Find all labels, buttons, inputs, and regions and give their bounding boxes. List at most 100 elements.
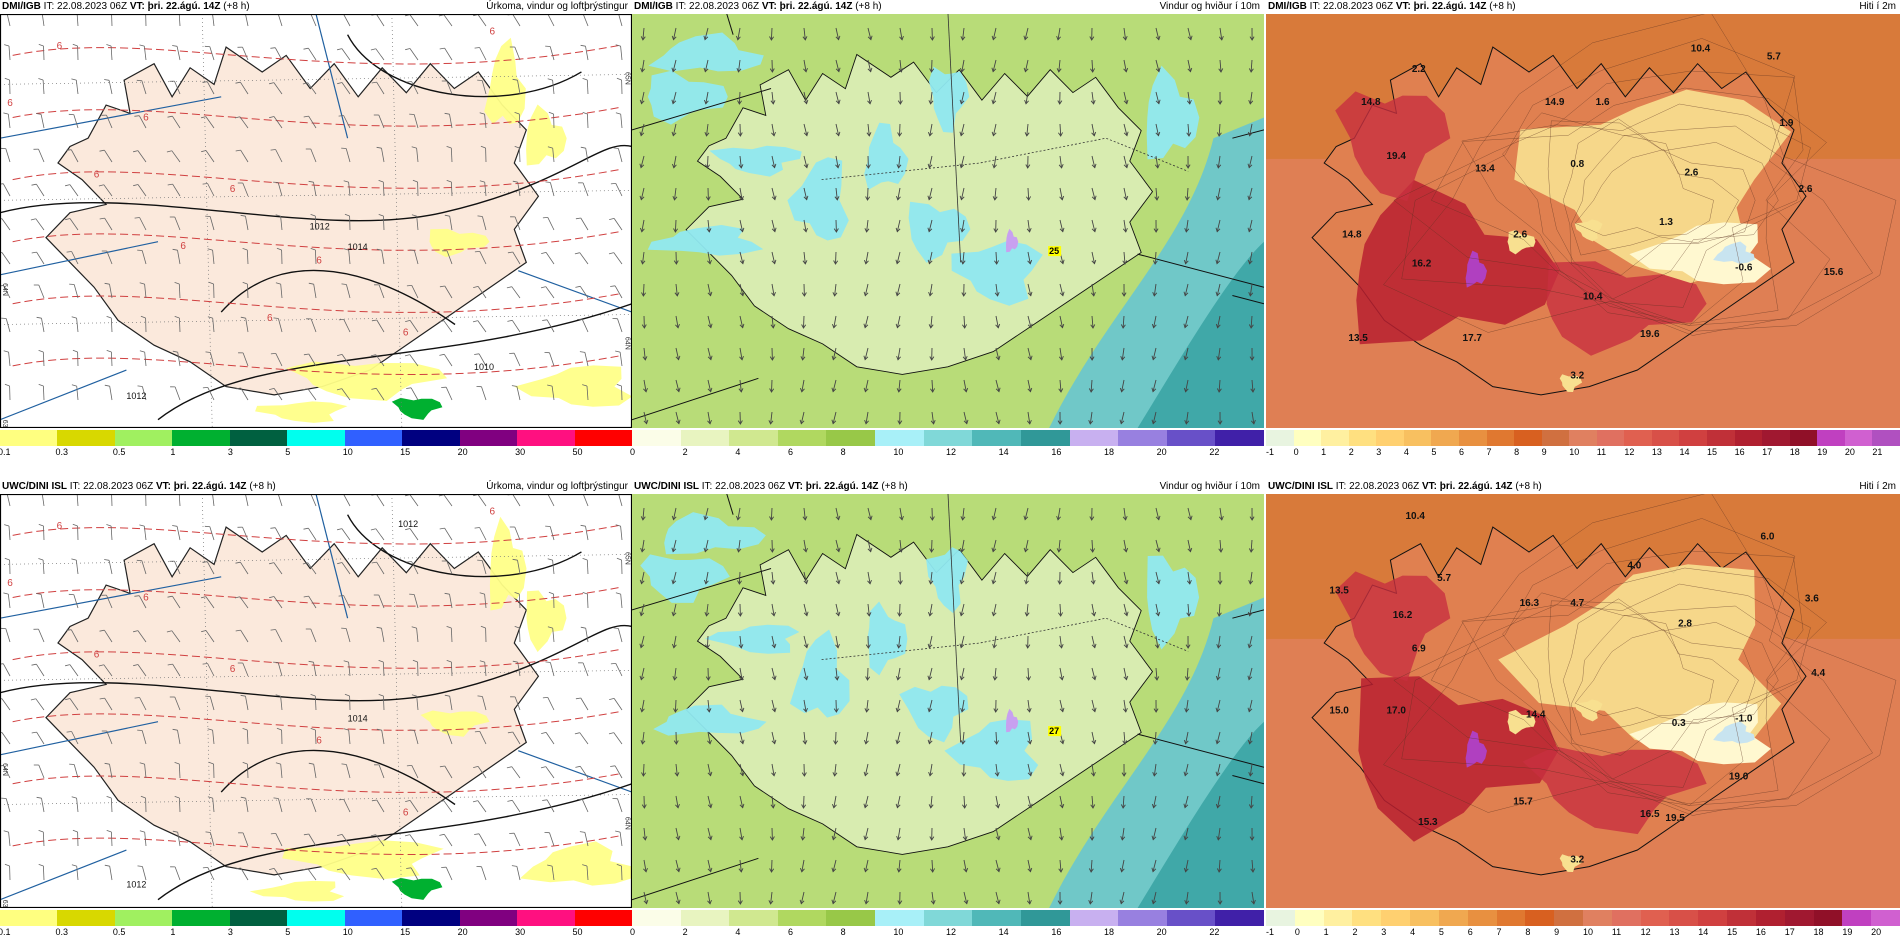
colorbar-tick-label: 6 [788,447,794,457]
colorbar-swatch [1118,910,1168,926]
colorbar-tick-label: 22 [1209,927,1220,937]
colorbar-swatch [1872,430,1900,446]
colorbar-tick-label: 12 [1640,927,1651,937]
colorbar-tick-label: 18 [1104,927,1115,937]
colorbar-swatch [1871,910,1900,926]
colorbar-tick-label: 8 [1514,447,1520,457]
wind-arrows [639,27,1256,425]
colorbar-swatch [1844,430,1873,446]
isobar-label: 1012 [126,391,146,401]
colorbar-swatch [680,910,730,926]
map-temp[interactable]: 10.4 5.7 2.2 14.8 14.9 1.6 1.9 19.4 13.4 0.8 2.6 2.… [1266,14,1900,428]
colorbar-swatch [1215,910,1265,926]
map-wind[interactable]: 25 [632,14,1264,428]
lead-time: (+8 h) [249,481,276,492]
latitude-label: 64N [1,763,8,776]
run-info: DMI/IGB IT: 22.08.2023 06Z VT: þri. 22.á… [1268,0,1516,14]
colorbar-swatch [229,430,288,446]
colorbar-swatch [1554,910,1584,926]
temperature-value-label: 5.7 [1767,52,1781,63]
panel-title: Vindur og hviður í 10m [1159,481,1260,492]
colorbar-swatch [1669,910,1699,926]
colorbar-swatch [0,910,58,926]
colorbar-swatch [172,430,231,446]
temperature-value-label: 19.6 [1640,329,1660,340]
colorbar-swatch [114,430,173,446]
colorbar-tick-label: 14 [1698,927,1709,937]
map-precip[interactable]: 1012 1014 1012 6 6 6 6 6 6 6 6 65N 64N 64N 63N [0,494,632,908]
colorbar-swatch [1381,910,1411,926]
colorbar-swatch [1679,430,1708,446]
colorbar-tick-label: 0.5 [112,927,126,937]
temperature-contour-label: 6 [57,521,63,532]
temperature-contour-label: 6 [143,593,149,604]
colorbar-tick-label: 5 [1438,927,1444,937]
colorbar-swatch [1486,430,1515,446]
temperature-value-label: 10.4 [1691,43,1711,54]
colorbar-tick-label: 4 [735,447,741,457]
colorbar-tick-label: 0.1 [0,927,11,937]
colorbar-temp: -1 0 1 2 3 4 5 6 7 8 9 10 11 12 13 14 15 16 17 18 19 20 21 [1266,430,1900,458]
colorbar-swatch [1266,430,1295,446]
heavy-precip-area [391,397,443,420]
colorbar-swatch [1215,430,1265,446]
colorbar-tick-label: 22 [1209,447,1220,457]
colorbar-swatch [826,910,876,926]
temperature-value-label: 13.4 [1475,163,1495,174]
colorbar-tick-label: -1 [1266,927,1275,937]
valid-time: þri. 22.ágú. 14Z [776,1,856,12]
latitude-label: 65N [624,72,631,85]
colorbar-tick-label: 10 [893,927,904,937]
colorbar-tick-label: 9 [1554,927,1560,937]
map-wind[interactable]: 27 [632,494,1264,908]
colorbar-swatch [1403,430,1432,446]
colorbar-tick-label: 0 [630,927,636,937]
colorbar-tick-label: 11 [1611,927,1622,937]
init-time: IT: 22.08.2023 06Z [40,1,130,12]
colorbar-tick-label: 16 [1051,927,1062,937]
temperature-value-label: 1.6 [1596,97,1610,108]
colorbar-swatch [459,430,518,446]
isobar-label: 1012 [398,519,418,529]
map-temp[interactable]: 10.4 6.0 5.7 4.0 13.5 16.3 4.7 3.6 16.2 6.9 2.8 4.4… [1266,494,1900,908]
colorbar-tick-label: 18 [1789,447,1800,457]
temperature-value-label: 0.8 [1570,159,1584,170]
colorbar-tick-label: 15 [400,447,411,457]
latitude-label: 63N [1,900,8,908]
run-info: DMI/IGB IT: 22.08.2023 06Z VT: þri. 22.á… [634,0,882,14]
colorbar-swatch [287,910,346,926]
temperature-value-label: 19.0 [1729,772,1749,783]
colorbar-swatch [1438,910,1469,926]
colorbar-tick-label: 9 [1541,447,1547,457]
colorbar-swatch [923,430,973,446]
colorbar-swatch [1583,910,1613,926]
colorbar-tick-label: 0 [1294,927,1300,937]
map-precip[interactable]: 1012 1014 1010 1012 6 6 6 6 6 6 6 6 6 6 65N 64N 64N 63N [0,14,632,428]
colorbar-swatch [574,430,633,446]
colorbar-tick-label: 0.3 [55,447,68,457]
colorbar-tick-label: 10 [1583,927,1594,937]
temperature-contour-label: 6 [7,98,13,109]
temperature-value-label: 1.9 [1780,118,1794,129]
colorbar-tick-label: 17 [1762,447,1773,457]
temperature-contour-label: 6 [316,256,322,267]
latitude-label: 65N [624,552,631,565]
valid-time: þri. 22.ágú. 14Z [1410,1,1490,12]
max-gust-marker: 27 [1049,726,1059,736]
colorbar-swatch [402,910,461,926]
temperature-value-label: 17.0 [1386,705,1406,716]
panel-header: UWC/DINI ISL IT: 22.08.2023 06Z VT: þri.… [632,480,1264,494]
colorbar-swatch [777,910,827,926]
temperature-contour-label: 6 [403,807,409,818]
colorbar-swatch [459,910,518,926]
colorbar-swatch [875,910,925,926]
colorbar-tick-label: 14 [998,927,1009,937]
temperature-value-label: 6.9 [1412,643,1426,654]
temperature-contour-label: 6 [230,664,236,675]
colorbar-tick-label: 18 [1104,447,1115,457]
colorbar-tick-label: 12 [946,927,957,937]
colorbar-swatch [1569,430,1598,446]
colorbar-swatch [1698,910,1728,926]
colorbar-tick-label: 8 [840,447,846,457]
colorbar-tick-label: 14 [1679,447,1690,457]
